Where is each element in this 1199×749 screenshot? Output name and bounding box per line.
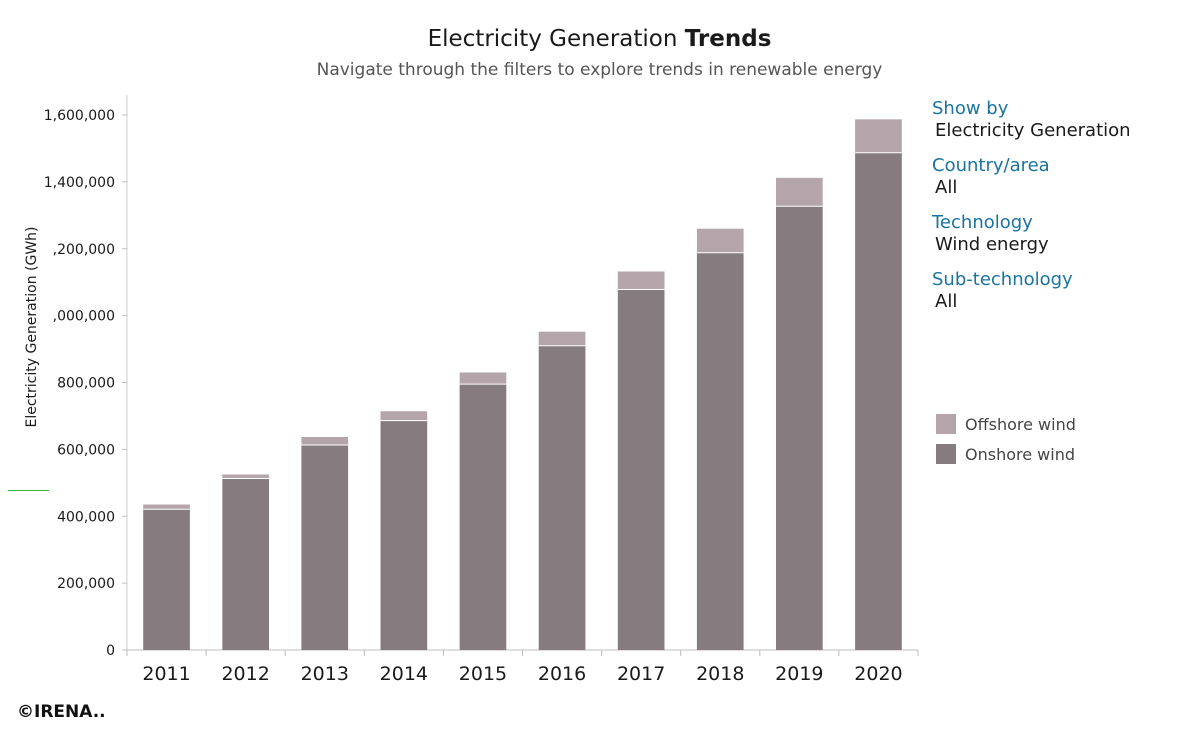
filter-sub-technology[interactable]: Sub-technology All: [932, 269, 1192, 313]
x-tick-label: 2020: [854, 663, 902, 685]
y-tick-label: ,000,000: [53, 309, 115, 325]
x-tick-label: 2013: [301, 663, 349, 685]
bar-onshore-2020: [855, 152, 902, 651]
filter-show-by[interactable]: Show by Electricity Generation: [932, 98, 1192, 142]
x-tick-label: 2014: [380, 663, 428, 685]
y-tick-label: 0: [106, 643, 115, 659]
legend-swatch-offshore: [936, 414, 956, 434]
bar-offshore-2015: [459, 372, 507, 385]
bar-offshore-2018: [696, 228, 744, 253]
y-tick-label: 800,000: [57, 376, 115, 392]
y-tick-label: 1,600,000: [44, 108, 115, 124]
filter-label: Sub-technology: [932, 269, 1073, 290]
y-tick-label: 400,000: [57, 509, 115, 525]
copyright: ©IRENA..: [17, 702, 106, 722]
x-tick-label: 2011: [142, 663, 190, 685]
x-tick-label: 2016: [538, 663, 586, 685]
x-tick-label: 2019: [775, 663, 823, 685]
bar-onshore-2019: [776, 206, 823, 651]
legend-item-onshore[interactable]: Onshore wind: [936, 439, 1076, 469]
legend-label-offshore: Offshore wind: [965, 414, 1076, 434]
x-tick-label: 2015: [459, 663, 507, 685]
y-tick-label: 200,000: [57, 576, 115, 592]
filter-value[interactable]: All: [935, 291, 958, 312]
bar-offshore-2012: [222, 474, 269, 479]
bar-onshore-2011: [143, 509, 190, 650]
bar-offshore-2019: [776, 177, 823, 207]
filter-value[interactable]: Electricity Generation: [935, 120, 1131, 141]
filter-label: Technology: [932, 212, 1033, 233]
legend-item-offshore[interactable]: Offshore wind: [936, 409, 1076, 439]
filter-technology[interactable]: Technology Wind energy: [932, 212, 1192, 256]
bar-offshore-2011: [143, 504, 190, 510]
filter-country-area[interactable]: Country/area All: [932, 155, 1192, 199]
title-main: Electricity Generation: [427, 26, 678, 52]
bar-onshore-2016: [538, 345, 586, 650]
x-tick-label: 2017: [617, 663, 665, 685]
bar-chart: 0 200,000 400,000 600,000 800,000 ,000,000 ,20…: [44, 95, 919, 685]
bar-offshore-2013: [301, 437, 349, 446]
filter-value[interactable]: All: [935, 177, 958, 198]
y-tick-label: 1,400,000: [44, 175, 115, 191]
legend: Offshore wind Onshore wind: [936, 409, 1076, 469]
y-tick-label: ,200,000: [53, 242, 115, 258]
filter-panel: Show by Electricity Generation Country/a…: [932, 98, 1192, 326]
bar-offshore-2020: [855, 119, 902, 153]
bar-offshore-2017: [617, 271, 665, 290]
filter-label: Country/area: [932, 155, 1050, 176]
bar-onshore-2018: [696, 252, 744, 650]
y-axis-label-text: Electricity Generation (GWh): [24, 226, 40, 428]
bar-onshore-2014: [380, 420, 428, 650]
filter-value[interactable]: Wind energy: [935, 234, 1049, 255]
legend-swatch-onshore: [936, 444, 956, 464]
x-tick-label: 2018: [696, 663, 744, 685]
bar-onshore-2015: [459, 384, 507, 650]
bar-onshore-2012: [222, 478, 269, 650]
title-bold: Trends: [684, 26, 772, 52]
chart-title: Electricity Generation Trends: [0, 26, 1199, 52]
y-tick-label: 600,000: [57, 442, 115, 458]
chart-subtitle: Navigate through the filters to explore …: [316, 60, 883, 80]
legend-label-onshore: Onshore wind: [965, 444, 1075, 464]
bar-offshore-2016: [538, 331, 586, 346]
bar-onshore-2013: [301, 445, 349, 650]
filter-label: Show by: [932, 98, 1009, 119]
bar-offshore-2014: [380, 411, 428, 421]
bar-onshore-2017: [617, 289, 665, 650]
x-tick-label: 2012: [221, 663, 269, 685]
green-marker-line: [8, 490, 49, 491]
